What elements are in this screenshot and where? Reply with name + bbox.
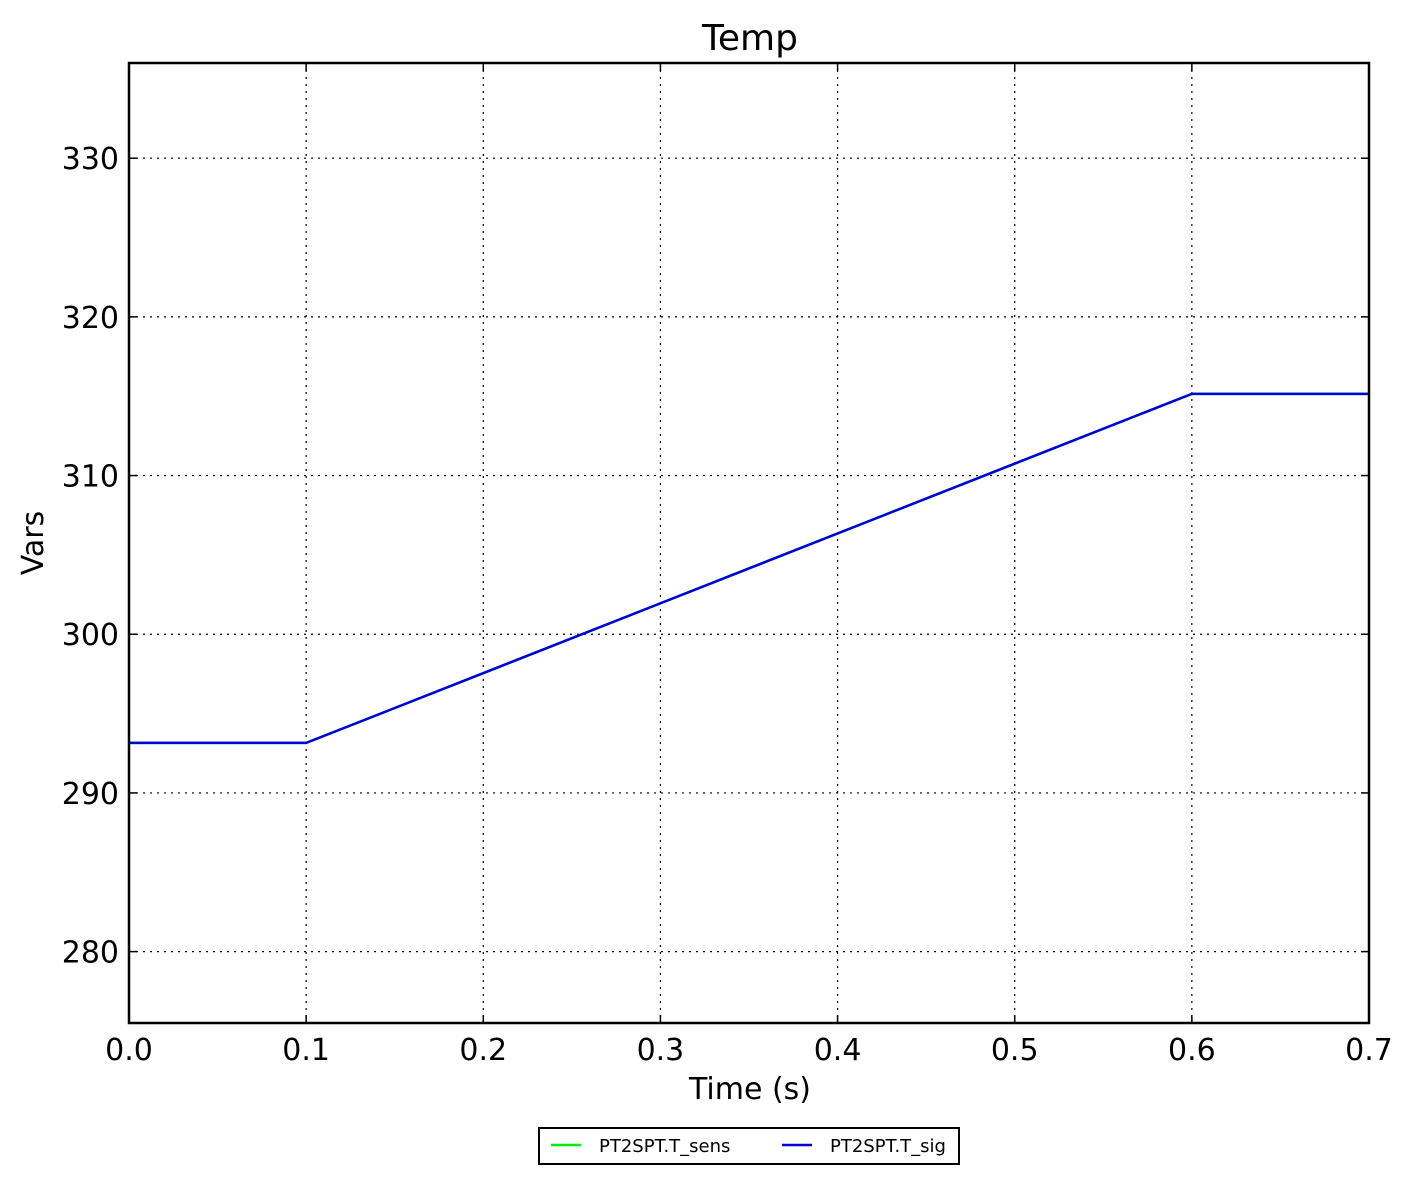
y-tick-label: 300 [62, 618, 119, 653]
x-tick-label: 0.0 [105, 1033, 153, 1068]
plot-series [129, 392, 1369, 745]
x-tick-label: 0.7 [1345, 1033, 1393, 1068]
chart-title: Temp [701, 18, 798, 59]
legend-label-t-sens: PT2SPT.T_sens [599, 1136, 730, 1157]
x-tick-label: 0.6 [1168, 1033, 1216, 1068]
legend-box [538, 1127, 960, 1165]
x-tick-labels: 0.0 0.1 0.2 0.3 0.4 0.5 0.6 0.7 [105, 1033, 1393, 1068]
y-tick-label: 290 [62, 777, 119, 812]
x-tick-label: 0.5 [991, 1033, 1039, 1068]
plot-frame [127, 61, 1371, 1025]
y-tick-label: 310 [62, 460, 119, 495]
legend: PT2SPT.T_sens PT2SPT.T_sig [538, 1127, 960, 1165]
series-line-pt2spt-t-sig [129, 392, 1369, 745]
y-tick-labels: 280 290 300 310 320 330 [62, 142, 119, 970]
grid [129, 63, 1369, 1023]
x-tick-label: 0.2 [459, 1033, 507, 1068]
x-axis-title: Time (s) [688, 1072, 811, 1107]
x-tick-label: 0.3 [637, 1033, 685, 1068]
x-tick-label: 0.1 [282, 1033, 330, 1068]
legend-label-t-sig: PT2SPT.T_sig [830, 1136, 946, 1157]
y-tick-label: 280 [62, 936, 119, 971]
y-tick-label: 330 [62, 142, 119, 177]
y-tick-label: 320 [62, 301, 119, 336]
y-axis-title: Vars [16, 511, 51, 576]
axis-ticks [128, 63, 1370, 1023]
x-tick-label: 0.4 [814, 1033, 862, 1068]
